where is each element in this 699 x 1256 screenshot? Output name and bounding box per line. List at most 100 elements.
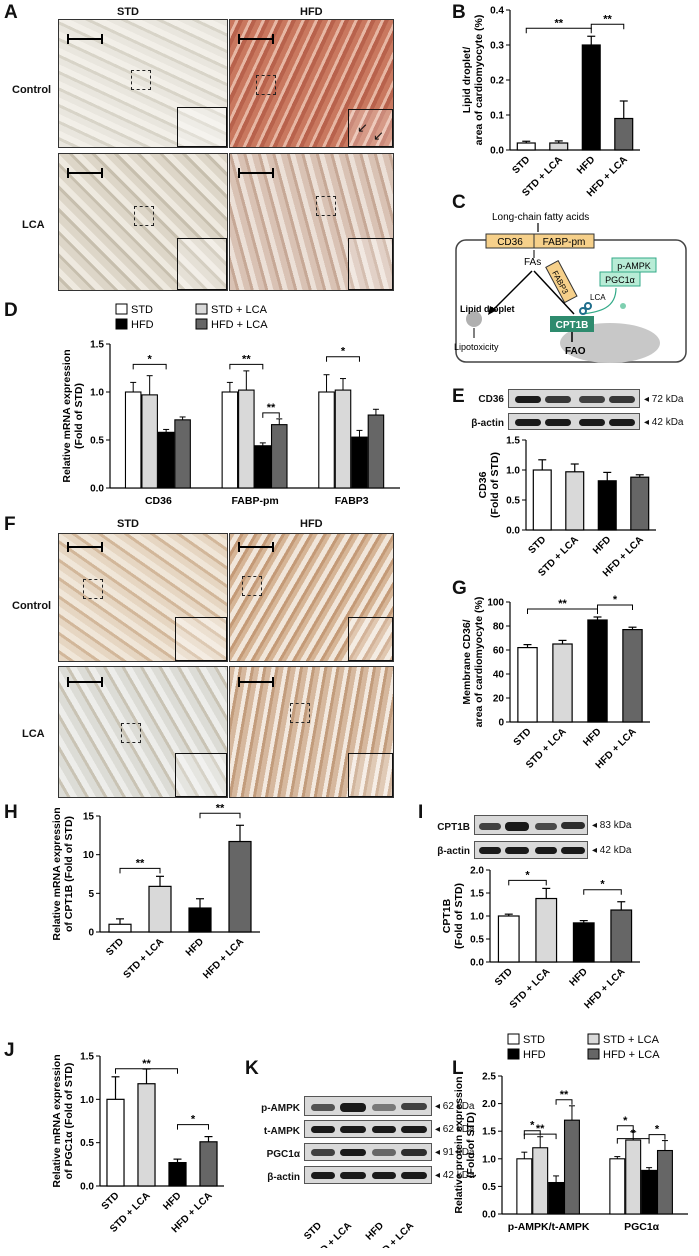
- zoom-region-box: [242, 576, 262, 596]
- significance-bracket: [527, 608, 598, 614]
- y-tick-label: 40: [493, 670, 505, 681]
- y-tick-label: 0.5: [482, 1182, 496, 1193]
- y-axis-label: Relative mRNA expressionof CPT1B (Fold o…: [51, 807, 75, 940]
- x-tick-label: HFD: [568, 966, 590, 988]
- row-label-control: Control: [12, 600, 52, 612]
- western-blot-beta-actin: [508, 413, 640, 430]
- bar: [517, 646, 538, 723]
- significance-label: **: [142, 1058, 151, 1070]
- y-tick-label: 0: [498, 718, 504, 729]
- zoom-region-box: [121, 723, 141, 743]
- y-tick-label: 80: [493, 622, 505, 633]
- zoom-inset: [175, 617, 227, 661]
- bar: [168, 1161, 187, 1187]
- blot-label-beta-actin: β-actin: [267, 1172, 300, 1183]
- mitochondrion-icon: [560, 323, 660, 363]
- arrow-icon: ↙: [357, 120, 368, 135]
- y-tick-label: 1.5: [470, 889, 484, 900]
- bar: [141, 394, 158, 489]
- bar: [108, 923, 132, 933]
- y-axis-label: Lipid droplet/area of cardiomyocyte (%): [461, 15, 485, 146]
- x-tick-label: STD + LCA: [508, 966, 553, 1011]
- label-fatty-acids: Long-chain fatty acids: [492, 212, 589, 223]
- kda-marker: ◂ 42 kDa: [435, 1170, 475, 1181]
- bar: [270, 424, 288, 489]
- histology-image-hfd-lca: [229, 153, 394, 291]
- western-blot-pampk: [304, 1096, 432, 1116]
- y-tick-label: 20: [493, 694, 505, 705]
- zoom-inset: [177, 107, 227, 147]
- legend-swatch: [507, 1048, 520, 1060]
- y-tick-label: 2.5: [482, 1072, 496, 1083]
- significance-label: **: [558, 598, 567, 610]
- significance-label: *: [525, 869, 530, 881]
- y-axis-label: CD36(Fold of STD): [477, 452, 501, 518]
- x-tick-label: HFD: [184, 936, 206, 958]
- label-pgc1a: PGC1α: [605, 275, 635, 285]
- ihc-image-std-control: [58, 533, 228, 662]
- ihc-image-hfd-lca: [229, 666, 394, 798]
- x-tick-label: HFD: [161, 1190, 183, 1212]
- y-tick-label: 0.1: [490, 111, 504, 122]
- scale-bar: [238, 168, 274, 178]
- significance-label: *: [600, 879, 605, 891]
- y-tick-label: 15: [83, 812, 95, 823]
- blot-label-tampk: t-AMPK: [263, 1126, 300, 1137]
- significance-bracket: [597, 604, 633, 610]
- y-tick-label: 0.5: [90, 436, 104, 447]
- significance-label: *: [613, 594, 618, 606]
- bar: [572, 922, 595, 963]
- y-tick-label: 1.0: [80, 1095, 94, 1106]
- panel-label-a: A: [4, 2, 18, 23]
- panel-label-g: G: [452, 578, 467, 599]
- bar: [622, 628, 643, 723]
- pgc1a-box: [599, 271, 641, 287]
- x-tick-label: HFD: [581, 726, 603, 748]
- y-tick-label: 0.5: [506, 496, 520, 507]
- chart-b: 0.0 0.1 0.2 0.3 0.4 Lipid droplet/area of car…: [461, 6, 640, 199]
- significance-bracket: [590, 23, 625, 30]
- bar: [656, 1149, 673, 1215]
- y-tick-label: 1.5: [90, 340, 104, 351]
- y-tick-label: 2.0: [470, 866, 484, 877]
- histology-image-hfd-control: ↙ ↙: [229, 19, 394, 148]
- bar: [641, 1169, 658, 1215]
- significance-bracket: [326, 356, 360, 362]
- x-tick-label: STD: [104, 936, 126, 958]
- significance-label: **: [242, 353, 251, 365]
- bar: [552, 643, 573, 723]
- significance-bracket: [523, 1130, 541, 1136]
- y-tick-label: 0.0: [490, 146, 504, 157]
- scale-bar: [67, 168, 103, 178]
- blot-label-cd36: CD36: [478, 394, 504, 405]
- kda-marker: ◂ 42 kDa: [592, 845, 632, 856]
- bar: [238, 389, 255, 489]
- y-axis-label: CPT1B(Fold of STD): [441, 883, 465, 949]
- label-lca: LCA: [590, 293, 606, 302]
- y-tick-label: 0.5: [80, 1138, 94, 1149]
- y-axis-label: Membrane CD36/area of cardiomyocyte (%): [461, 597, 485, 728]
- fabp3-box: FABP3: [545, 260, 578, 304]
- bar: [148, 885, 172, 933]
- bar: [516, 1158, 533, 1215]
- scale-bar: [238, 677, 274, 687]
- chart-l: 0.0 0.5 1.0 1.5 2.0 2.5 Relative protein expre…: [453, 1033, 688, 1233]
- x-tick-label: HFD + LCA: [582, 966, 627, 1011]
- zoom-inset: [348, 753, 393, 797]
- chart-h: 0 5 10 15 Relative mRNA expressionof CPT1B (…: [51, 802, 260, 981]
- western-blot-cpt1b: [474, 815, 588, 835]
- y-tick-label: 1.5: [80, 1052, 94, 1063]
- bar: [124, 391, 142, 489]
- panel-label-e: E: [452, 386, 465, 407]
- y-axis-label: Relative protein expression(Fold of STD): [453, 1076, 477, 1213]
- y-tick-label: 0: [88, 928, 94, 939]
- zoom-region-box: [134, 206, 154, 226]
- bar: [318, 391, 335, 489]
- significance-label: **: [560, 1089, 569, 1101]
- bar: [367, 414, 385, 489]
- bar: [334, 389, 352, 489]
- scale-bar: [67, 34, 103, 44]
- bar: [597, 480, 617, 531]
